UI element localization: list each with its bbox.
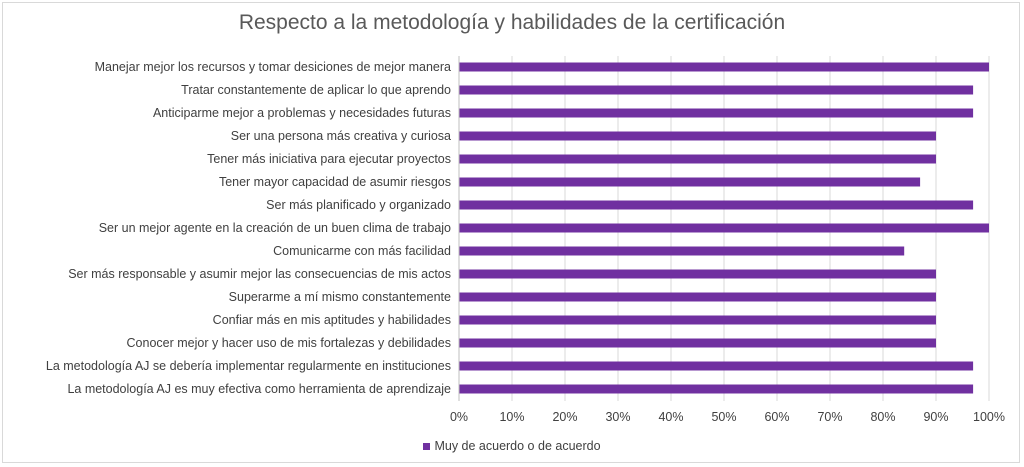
- legend-label: Muy de acuerdo o de acuerdo: [434, 439, 601, 453]
- bar: [459, 361, 974, 371]
- bar: [459, 338, 936, 348]
- category-label: Conocer mejor y hacer uso de mis fortale…: [127, 336, 451, 350]
- x-tick-label: 90%: [923, 410, 948, 424]
- x-tick-label: 70%: [817, 410, 842, 424]
- x-tick-label: 0%: [450, 410, 468, 424]
- category-label: Tener mayor capacidad de asumir riesgos: [219, 175, 451, 189]
- category-label: La metodología AJ se debería implementar…: [46, 359, 451, 373]
- category-label: Anticiparme mejor a problemas y necesida…: [153, 106, 451, 120]
- legend: Muy de acuerdo o de acuerdo: [3, 439, 1021, 453]
- bar: [459, 384, 974, 394]
- bar: [459, 292, 936, 302]
- bar: [459, 154, 936, 164]
- category-label: La metodología AJ es muy efectiva como h…: [67, 382, 451, 396]
- category-label: Ser una persona más creativa y curiosa: [231, 129, 451, 143]
- x-tick-label: 20%: [552, 410, 577, 424]
- bar: [459, 85, 974, 95]
- chart-title: Respecto a la metodología y habilidades …: [238, 11, 786, 34]
- bar: [459, 223, 989, 233]
- x-tick-label: 60%: [764, 410, 789, 424]
- category-label: Tener más iniciativa para ejecutar proye…: [207, 152, 451, 166]
- category-label: Ser más responsable y asumir mejor las c…: [68, 267, 451, 281]
- category-label: Tratar constantemente de aplicar lo que …: [181, 83, 451, 97]
- bar: [459, 177, 921, 187]
- bar-chart: 0% 10% 20% 30% 40% 50% 60% 70% 80% 90% 100% Manejar…: [46, 56, 1005, 424]
- x-tick-label: 30%: [605, 410, 630, 424]
- bar: [459, 315, 936, 325]
- category-label: Ser más planificado y organizado: [266, 198, 451, 212]
- category-label: Confiar más en mis aptitudes y habilidad…: [213, 313, 451, 327]
- bar: [459, 131, 936, 141]
- category-label: Ser un mejor agente en la creación de un…: [99, 221, 451, 235]
- bar: [459, 200, 974, 210]
- x-tick-label: 80%: [870, 410, 895, 424]
- x-tick-label: 40%: [658, 410, 683, 424]
- x-tick-label: 100%: [973, 410, 1005, 424]
- x-tick-label: 10%: [499, 410, 524, 424]
- x-tick-label: 50%: [711, 410, 736, 424]
- category-label: Superarme a mí mismo constantemente: [229, 290, 451, 304]
- bar: [459, 108, 974, 118]
- category-label: Manejar mejor los recursos y tomar desic…: [95, 60, 451, 74]
- category-label: Comunicarme con más facilidad: [273, 244, 451, 258]
- bar: [459, 246, 905, 256]
- bar: [459, 269, 936, 279]
- bar: [459, 62, 989, 72]
- legend-swatch: [423, 443, 431, 451]
